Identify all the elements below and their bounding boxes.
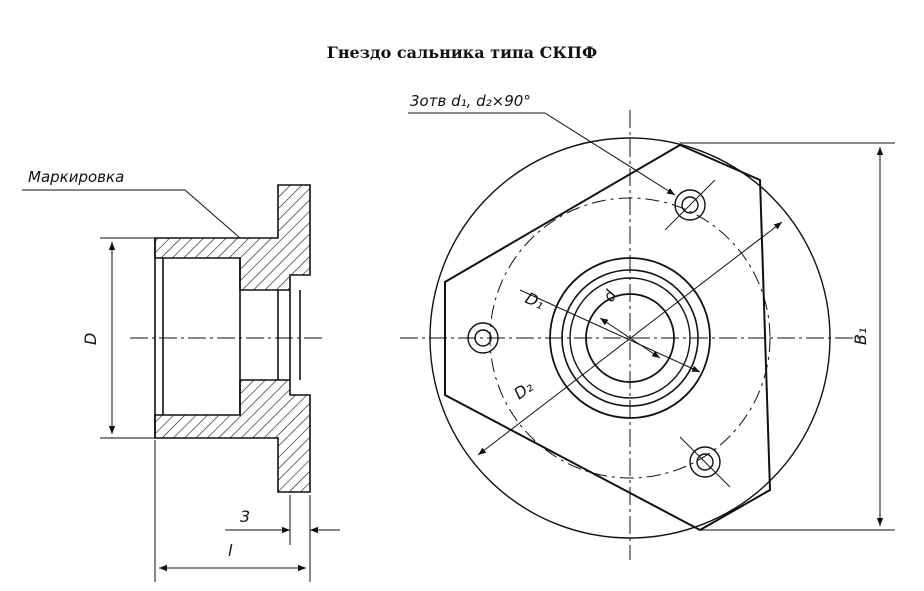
dim-B1-label: B₁ [851, 328, 870, 345]
drawing-title: Гнездо сальника типа СКПФ [327, 43, 597, 62]
front-view [400, 110, 895, 560]
dim-D2-label: D₂ [510, 377, 537, 404]
dim-D1-label: D₁ [522, 288, 547, 313]
bolt-hole-top [664, 179, 716, 231]
bolt-hole-bottom [679, 436, 731, 488]
dim-l-label: l [228, 541, 233, 560]
dim-D-label: D [81, 333, 100, 345]
marking-label: Маркировка [28, 168, 124, 186]
holes-label: 3отв d₁, d₂×90° [410, 92, 531, 110]
dim-3-label: 3 [240, 507, 250, 526]
side-section-view [22, 184, 340, 582]
dim-d-label: d [599, 286, 621, 305]
